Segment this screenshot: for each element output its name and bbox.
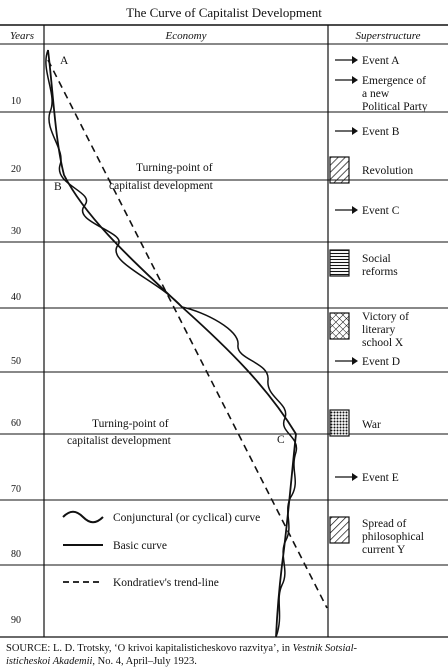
conjunctural-curve xyxy=(45,49,298,638)
source-journal: Vestnik Sotsial- xyxy=(293,643,358,654)
arrow-icon xyxy=(335,206,358,214)
year-label: 90 xyxy=(11,615,21,626)
revolution-box-icon xyxy=(329,156,350,184)
source-text: , No. 4, April–July 1923. xyxy=(92,656,196,667)
event-label: War xyxy=(362,419,381,431)
event-labels: Event A Emergence of a new Political Par… xyxy=(362,55,428,556)
event-markers xyxy=(335,56,358,481)
event-label: literary xyxy=(362,324,395,336)
arrow-icon xyxy=(335,56,358,64)
legend-label: Kondratiev's trend-line xyxy=(113,577,219,589)
point-label-c: C xyxy=(277,434,285,446)
basic-curve xyxy=(47,49,297,638)
event-label: reforms xyxy=(362,266,398,278)
source-line-2: isticheskoi Akademii, No. 4, April–July … xyxy=(6,656,197,667)
year-label: 20 xyxy=(11,164,21,175)
turning-point-label: Turning-point of xyxy=(92,418,169,430)
event-label: Event B xyxy=(362,126,400,138)
turning-point-label: Turning-point of xyxy=(136,162,213,174)
event-label: Event D xyxy=(362,356,400,368)
table-frame xyxy=(0,24,448,638)
year-label: 30 xyxy=(11,226,21,237)
source-line-1: SOURCE: L. D. Trotsky, ‘O krivoi kapital… xyxy=(6,643,358,654)
point-label-a: A xyxy=(60,55,69,67)
source-label: SOURCE: xyxy=(6,643,50,654)
year-label: 40 xyxy=(11,292,21,303)
event-label: Event A xyxy=(362,55,400,67)
header-superstructure: Superstructure xyxy=(356,30,421,42)
source-journal: isticheskoi Akademii xyxy=(6,656,92,667)
arrow-icon xyxy=(335,357,358,365)
turning-point-label: capitalist development xyxy=(67,435,172,447)
legend-wavy-swatch xyxy=(62,510,104,524)
event-label: Spread of xyxy=(362,518,407,530)
arrow-icon xyxy=(335,127,358,135)
event-label: a new xyxy=(362,88,390,100)
header-years: Years xyxy=(10,30,34,42)
year-labels: 10 20 30 40 50 60 70 80 90 xyxy=(11,96,21,626)
legend-label: Basic curve xyxy=(113,540,167,552)
turning-point-label: capitalist development xyxy=(109,180,214,192)
event-label: Victory of xyxy=(362,311,409,323)
event-label: current Y xyxy=(362,544,406,556)
war-box-icon xyxy=(329,409,350,437)
event-label: school X xyxy=(362,337,404,349)
year-label: 50 xyxy=(11,356,21,367)
social-reforms-box-icon xyxy=(329,249,350,277)
point-label-b: B xyxy=(54,181,62,193)
year-label: 70 xyxy=(11,484,21,495)
event-label: Event E xyxy=(362,472,399,484)
event-label: Event C xyxy=(362,205,400,217)
event-label: philosophical xyxy=(362,531,424,543)
event-label: Emergence of xyxy=(362,75,426,87)
event-label: Revolution xyxy=(362,165,413,177)
year-label: 60 xyxy=(11,418,21,429)
arrow-icon xyxy=(335,76,358,84)
legend-label: Conjunctural (or cyclical) curve xyxy=(113,512,260,524)
pattern-boxes xyxy=(329,156,350,544)
year-label: 80 xyxy=(11,549,21,560)
event-label: Political Party xyxy=(362,101,428,113)
legend: Conjunctural (or cyclical) curve Basic c… xyxy=(62,510,260,589)
year-gridlines xyxy=(0,111,448,566)
philosophy-box-icon xyxy=(329,516,350,544)
trend-line-dashed xyxy=(47,59,328,609)
figure-title: The Curve of Capitalist Development xyxy=(126,5,322,20)
event-label: Social xyxy=(362,253,391,265)
header-economy: Economy xyxy=(165,30,207,42)
year-label: 10 xyxy=(11,96,21,107)
source-text: L. D. Trotsky, ‘O krivoi kapitalistiches… xyxy=(53,643,291,654)
arrow-icon xyxy=(335,473,358,481)
literary-school-box-icon xyxy=(329,312,350,340)
